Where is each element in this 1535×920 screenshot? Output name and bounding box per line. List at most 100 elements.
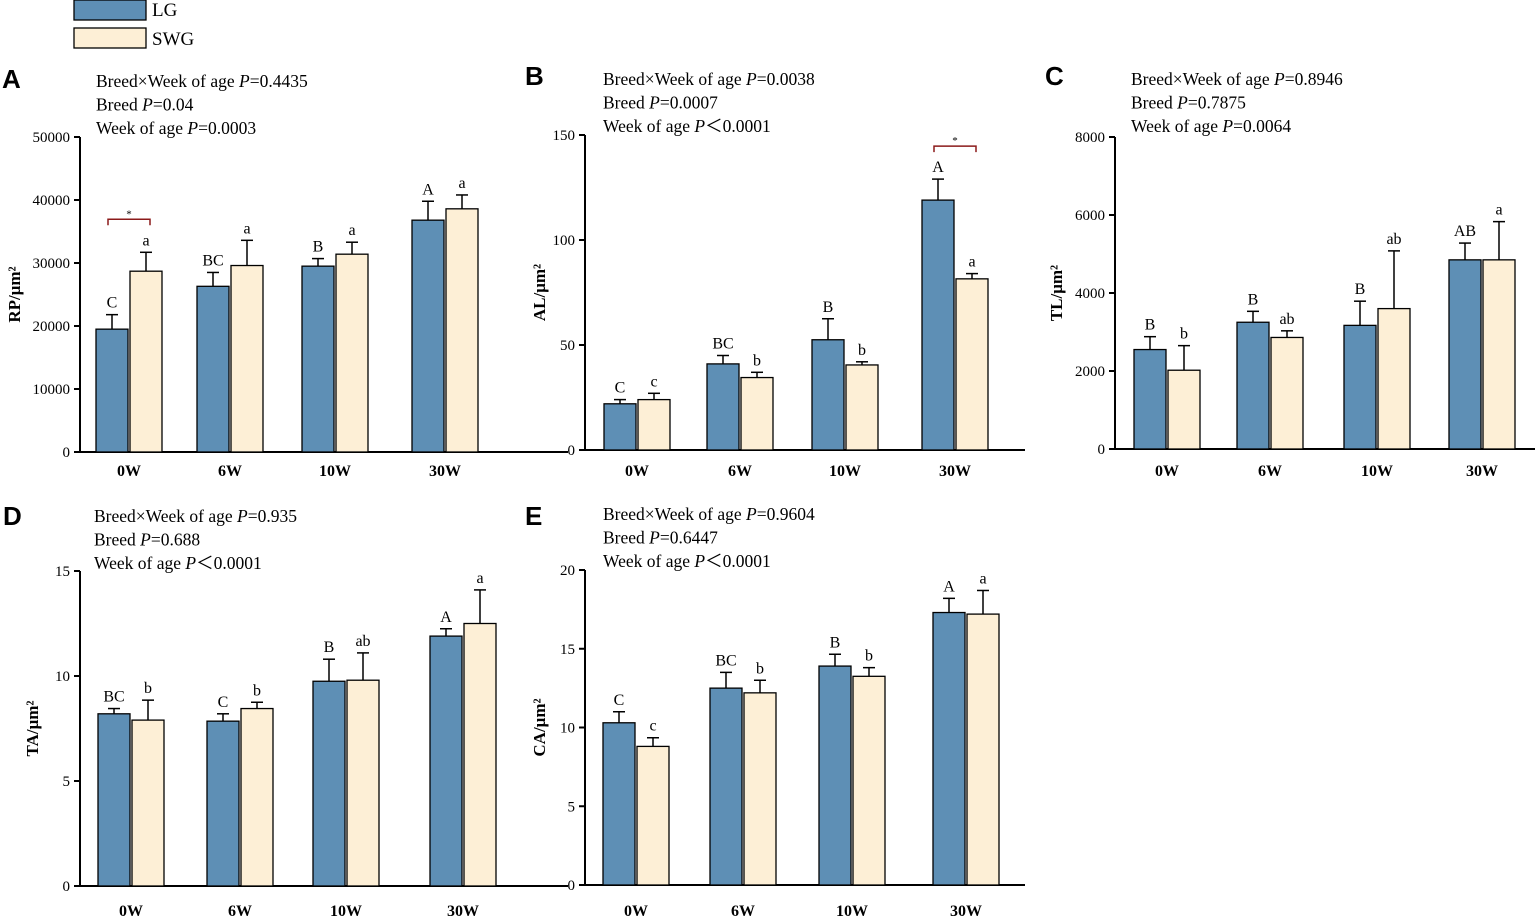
stat-p: P: [1273, 69, 1285, 89]
bar-swg: [1167, 369, 1201, 450]
significance-letter: BC: [712, 336, 733, 353]
stat-line: Breed×Week of age P=0.4435: [96, 71, 308, 91]
significance-star: *: [126, 208, 132, 220]
stat-p: P: [648, 93, 660, 113]
x-tick-label: 0W: [624, 903, 648, 920]
bar-swg: [129, 270, 163, 453]
bar-lg: [921, 199, 955, 451]
stat-value: =0.04: [153, 95, 194, 115]
stat-label: Week of age: [603, 551, 694, 571]
y-tick-label: 20000: [33, 319, 71, 335]
significance-letter: a: [142, 232, 149, 249]
significance-letter: C: [614, 692, 625, 709]
stat-p: P: [1176, 93, 1188, 113]
x-tick-label: 0W: [1155, 463, 1179, 480]
significance-letter: c: [650, 373, 657, 390]
stat-value: ＜0.0001: [196, 553, 262, 573]
panel-letter: A: [2, 64, 21, 94]
x-tick-label: 30W: [939, 463, 971, 480]
y-tick-label: 10: [560, 721, 575, 737]
bar-swg: [1482, 259, 1516, 450]
bar-swg: [230, 264, 264, 453]
stat-label: Breed: [1131, 93, 1177, 113]
significance-letter: C: [218, 694, 229, 711]
stat-value: ＜0.0001: [705, 551, 771, 571]
x-tick-label: 10W: [1361, 463, 1393, 480]
significance-bracket: [107, 218, 151, 226]
significance-letter: A: [943, 578, 955, 595]
y-tick-label: 0: [568, 878, 576, 894]
y-tick-label: 6000: [1075, 208, 1105, 224]
stat-p: P: [139, 530, 151, 550]
bar-lg: [97, 713, 131, 887]
significance-letter: B: [1248, 291, 1259, 308]
stat-value: =0.688: [151, 530, 200, 550]
bar-swg: [743, 692, 777, 886]
stat-line: Week of age P＜0.0001: [603, 116, 771, 136]
bar-swg: [637, 398, 671, 451]
stat-line: Breed P=0.7875: [1131, 93, 1246, 113]
bar-swg: [740, 376, 774, 451]
stat-label: Breed×Week of age: [96, 71, 239, 91]
stat-p: P: [745, 504, 757, 524]
bar-swg: [1377, 307, 1411, 450]
stat-label: Breed×Week of age: [1131, 69, 1274, 89]
x-tick-label: 0W: [625, 463, 649, 480]
stat-line: Breed×Week of age P=0.9604: [603, 504, 815, 524]
panel-letter: E: [525, 501, 542, 531]
panels: A Breed×Week of age P=0.4435 Breed P =0.04 W…: [2, 61, 1535, 920]
panel-letter: D: [3, 501, 22, 531]
stat-value: =0.935: [248, 506, 297, 526]
stat-label: Breed: [603, 528, 649, 548]
significance-letter: b: [865, 648, 873, 665]
y-tick-label: 0: [63, 879, 71, 895]
x-tick-label: 30W: [1466, 463, 1498, 480]
y-tick-label: 15: [55, 564, 70, 580]
significance-letter: b: [1180, 326, 1188, 343]
y-tick-label: 15: [560, 642, 575, 658]
significance-letter: a: [968, 254, 975, 271]
bar-lg: [95, 328, 129, 453]
x-tick-label: 6W: [218, 463, 242, 480]
stat-p: P: [693, 116, 705, 136]
legend-label-swg: SWG: [152, 29, 195, 50]
stat-value: =0.8946: [1285, 69, 1343, 89]
y-axis-label: TL/μm²: [1047, 265, 1066, 321]
stat-line: Breed×Week of age P=0.935: [94, 506, 297, 526]
stat-value: =0.7875: [1188, 93, 1246, 113]
significance-letter: A: [422, 181, 434, 198]
y-tick-label: 2000: [1075, 364, 1105, 380]
stat-label: Breed: [603, 93, 649, 113]
bar-lg: [1133, 348, 1167, 450]
bar-lg: [1448, 259, 1482, 450]
x-tick-label: 30W: [950, 903, 982, 920]
stat-line: Breed×Week of age P=0.0038: [603, 69, 815, 89]
significance-letter: a: [1495, 202, 1502, 219]
significance-letter: B: [1355, 281, 1366, 298]
stat-label: Breed×Week of age: [603, 69, 746, 89]
bar-lg: [932, 611, 966, 886]
y-tick-label: 50000: [33, 130, 71, 146]
x-tick-label: 10W: [836, 903, 868, 920]
bar-swg: [852, 675, 886, 886]
bar-swg: [636, 745, 670, 886]
significance-letter: b: [753, 352, 761, 369]
y-tick-label: 30000: [33, 256, 71, 272]
stat-p: P: [236, 506, 248, 526]
stat-label: Week of age: [94, 553, 185, 573]
y-tick-label: 20: [560, 563, 575, 579]
bar-lg: [1236, 321, 1270, 450]
stat-line: Week of age P=0.0003: [96, 118, 256, 138]
significance-letter: B: [313, 239, 324, 256]
significance-letter: B: [324, 639, 335, 656]
stat-line: Week of age P＜0.0001: [94, 553, 262, 573]
stat-p: P: [238, 71, 250, 91]
y-axis-label: TA/μm²: [23, 701, 42, 757]
bar-swg: [131, 719, 165, 887]
y-tick-label: 10000: [33, 382, 71, 398]
legend: LG SWG: [73, 0, 195, 50]
